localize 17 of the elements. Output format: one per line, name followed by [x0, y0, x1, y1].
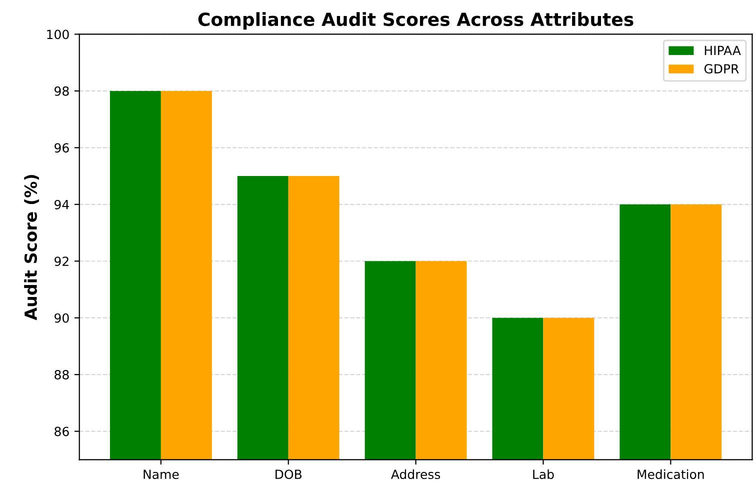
y-tick-label: 88	[54, 370, 69, 380]
x-tick-label: DOB	[276, 470, 302, 480]
y-tick-label: 94	[54, 200, 69, 210]
x-tick-label: Medication	[638, 469, 704, 480]
x-tick-label: Address	[391, 469, 440, 480]
y-axis-title: Audit Score (%)	[24, 174, 39, 320]
chart-title: Compliance Audit Scores Across Attributes	[198, 12, 634, 30]
x-tick-label: Name	[144, 470, 179, 480]
legend-label: HIPAA	[704, 46, 741, 55]
y-tick-label: 92	[54, 256, 68, 266]
y-tick-label: 96	[54, 143, 69, 153]
x-tick-label: Lab	[533, 469, 554, 480]
y-tick-label: 100	[47, 30, 69, 40]
y-tick-label: 90	[54, 313, 69, 323]
legend-label: GDPR	[704, 64, 739, 74]
y-tick-label: 86	[54, 426, 69, 436]
y-tick-label: 98	[54, 86, 69, 96]
